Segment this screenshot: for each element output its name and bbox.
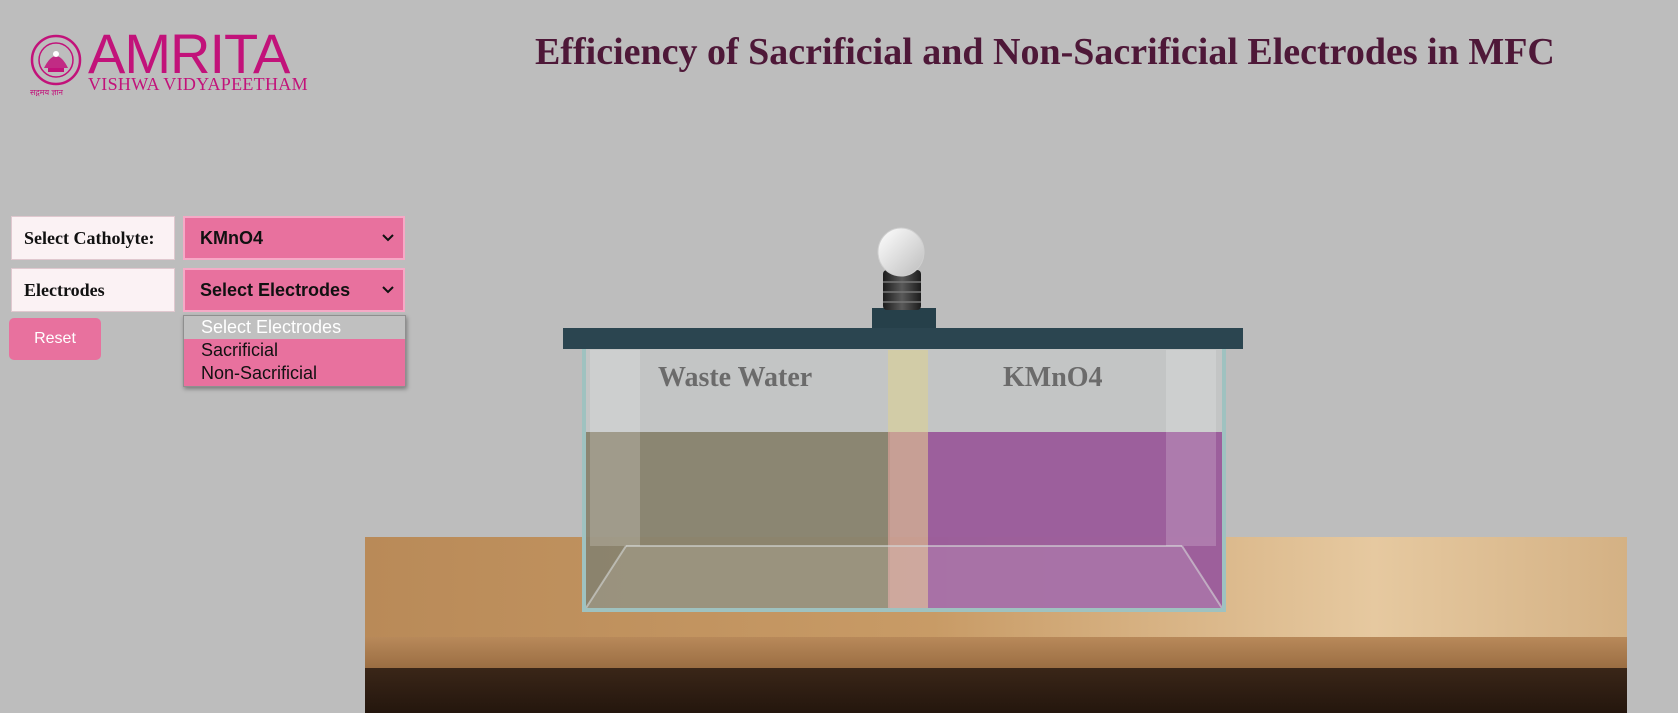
reset-button[interactable]: Reset bbox=[9, 318, 101, 360]
mfc-tank bbox=[563, 328, 1243, 612]
electrode-option-sacrificial[interactable]: Sacrificial bbox=[201, 340, 279, 360]
logo-subtitle: VISHWA VIDYAPEETHAM bbox=[88, 74, 308, 94]
electrode-option-select[interactable]: Select Electrodes bbox=[184, 316, 405, 339]
kmno4-label: KMnO4 bbox=[1003, 362, 1103, 393]
chevron-down-icon bbox=[382, 286, 394, 294]
electrodes-select[interactable]: Select Electrodes bbox=[183, 268, 405, 312]
electrodes-dropdown-list: Select Electrodes Sacrificial Non-Sacrif… bbox=[183, 315, 406, 387]
amrita-logo: AMRITA VISHWA VIDYAPEETHAM सद्गमय ज्ञान bbox=[30, 26, 320, 98]
waste-water-label: Waste Water bbox=[658, 362, 813, 393]
tank-lid bbox=[563, 328, 1243, 349]
bulb-icon bbox=[872, 227, 936, 328]
electrodes-select-value: Select Electrodes bbox=[200, 279, 351, 300]
kmno4-liquid bbox=[928, 432, 1222, 608]
wooden-table bbox=[365, 537, 1627, 713]
membrane bbox=[888, 350, 928, 432]
page-title: Efficiency of Sacrificial and Non-Sacrif… bbox=[535, 31, 1555, 73]
electrode-option-non-sacrificial[interactable]: Non-Sacrificial bbox=[201, 363, 318, 383]
logo-name: AMRITA bbox=[88, 22, 290, 85]
catholyte-select-value: KMnO4 bbox=[200, 227, 263, 248]
logo-tagline: सद्गमय ज्ञान bbox=[30, 88, 63, 97]
electrodes-label: Electrodes bbox=[11, 268, 175, 312]
seal-icon bbox=[30, 34, 82, 86]
catholyte-label: Select Catholyte: bbox=[11, 216, 175, 260]
catholyte-select[interactable]: KMnO4 bbox=[183, 216, 405, 260]
waste-water-liquid bbox=[586, 432, 890, 608]
chevron-down-icon bbox=[382, 234, 394, 242]
